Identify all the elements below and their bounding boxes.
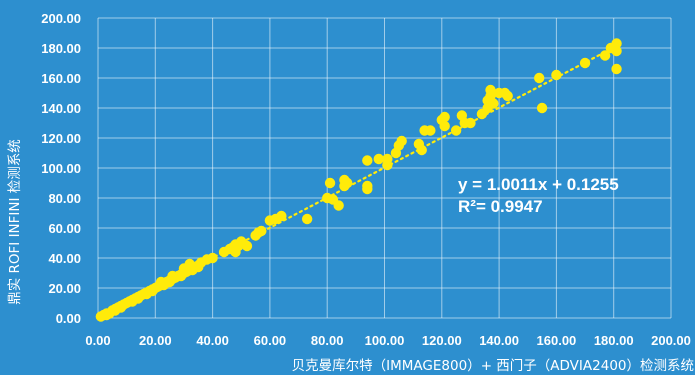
y-tick-label: 20.00 xyxy=(48,281,81,296)
data-point xyxy=(465,117,476,129)
y-tick-label: 180.00 xyxy=(41,41,81,56)
equation-label: y = 1.0011x + 0.1255 xyxy=(458,175,619,194)
y-tick-labels: 0.00 20.00 40.00 60.00 80.00 100.00 120.00 140.… xyxy=(41,11,81,326)
x-tick-label: 20.00 xyxy=(139,333,172,348)
data-point xyxy=(396,135,407,147)
y-tick-label: 80.00 xyxy=(48,191,81,206)
data-point xyxy=(147,285,158,297)
data-point xyxy=(611,45,622,57)
data-point xyxy=(599,50,611,61)
data-point xyxy=(324,177,336,189)
data-point xyxy=(425,125,436,136)
data-point xyxy=(439,111,450,123)
x-tick-labels: 0.00 20.00 40.00 60.00 80.00 100.00 120.00 140.… xyxy=(85,333,691,348)
data-point xyxy=(256,225,267,237)
x-tick-label: 100.00 xyxy=(365,333,405,348)
y-tick-label: 200.00 xyxy=(41,11,81,26)
y-tick-label: 60.00 xyxy=(48,221,81,236)
data-point xyxy=(362,155,373,166)
y-axis-title: 鼎实 ROFI INFINI 检测系统 xyxy=(7,139,23,305)
x-tick-label: 0.00 xyxy=(85,333,110,348)
data-point xyxy=(551,69,562,81)
data-point xyxy=(502,90,513,102)
data-point xyxy=(611,38,622,49)
data-point xyxy=(207,252,218,264)
x-tick-label: 200.00 xyxy=(651,333,691,348)
data-point xyxy=(193,261,204,273)
data-point xyxy=(534,72,545,84)
y-tick-label: 100.00 xyxy=(41,161,81,176)
data-point xyxy=(611,63,622,75)
data-point xyxy=(155,276,167,288)
r-squared-label: R²= 0.9947 xyxy=(458,197,543,216)
data-point xyxy=(333,200,344,211)
x-axis-title: 贝克曼库尔特（IMMAGE800）+ 西门子（ADVIA2400）检测系统 xyxy=(292,358,694,374)
x-tick-label: 140.00 xyxy=(479,333,519,348)
data-point xyxy=(132,293,144,304)
x-tick-label: 180.00 xyxy=(594,333,634,348)
y-tick-label: 140.00 xyxy=(41,101,81,116)
data-point xyxy=(101,309,112,321)
data-point xyxy=(488,98,499,109)
data-point xyxy=(241,240,253,252)
data-point xyxy=(450,125,462,136)
x-tick-label: 120.00 xyxy=(422,333,462,348)
data-point xyxy=(579,57,591,69)
data-points xyxy=(95,38,622,322)
data-point xyxy=(276,210,287,222)
data-point xyxy=(362,180,373,192)
data-point xyxy=(342,177,353,189)
data-point xyxy=(184,258,195,270)
y-tick-label: 120.00 xyxy=(41,131,81,146)
y-tick-label: 40.00 xyxy=(48,251,81,266)
x-tick-label: 40.00 xyxy=(196,333,229,348)
data-point xyxy=(115,302,127,313)
data-point xyxy=(439,120,450,132)
grid xyxy=(97,17,672,319)
data-point xyxy=(167,270,178,282)
y-tick-label: 160.00 xyxy=(41,71,81,86)
data-point xyxy=(536,102,548,114)
data-point xyxy=(230,246,241,258)
data-point xyxy=(301,213,313,225)
x-tick-label: 160.00 xyxy=(537,333,577,348)
x-tick-label: 80.00 xyxy=(311,333,344,348)
x-tick-label: 60.00 xyxy=(254,333,287,348)
data-point xyxy=(373,153,384,165)
data-point xyxy=(416,144,427,156)
y-tick-label: 0.00 xyxy=(56,311,81,326)
data-point xyxy=(382,153,393,165)
